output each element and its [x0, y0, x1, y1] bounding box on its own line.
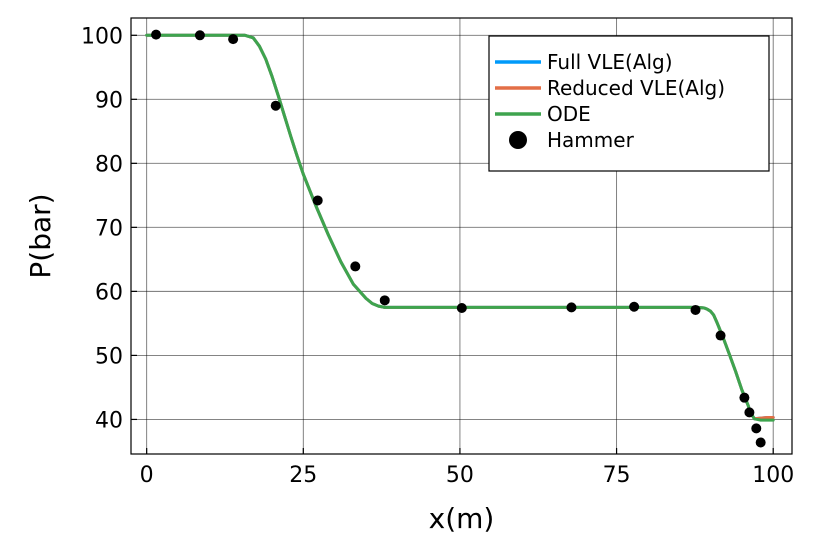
- point-hammer: [715, 330, 726, 341]
- y-axis-label: P(bar): [24, 193, 57, 278]
- point-hammer: [739, 392, 750, 403]
- y-tick-label: 50: [95, 344, 123, 369]
- point-hammer: [312, 195, 323, 206]
- curves: [145, 33, 775, 422]
- ticks: [131, 34, 774, 454]
- y-tick-label: 90: [95, 88, 123, 113]
- legend-label: Reduced VLE(Alg): [547, 76, 725, 100]
- point-hammer: [690, 304, 701, 315]
- tick-labels: 0 25 50 75 100 40 50 60 70 80 90 100: [81, 24, 794, 488]
- point-hammer: [566, 302, 577, 313]
- x-tick-label: 75: [603, 463, 631, 488]
- x-tick-label: 50: [446, 463, 474, 488]
- point-hammer: [456, 303, 467, 314]
- point-hammer: [350, 261, 361, 272]
- point-hammer: [194, 30, 205, 41]
- x-axis-label: x(m): [429, 502, 495, 535]
- point-hammer: [744, 407, 755, 418]
- x-tick-label: 100: [752, 463, 794, 488]
- legend-box: [488, 35, 770, 172]
- point-hammer: [228, 34, 239, 45]
- point-hammer: [270, 100, 281, 111]
- point-hammer: [379, 295, 390, 306]
- x-tick-label: 0: [140, 463, 154, 488]
- x-tick-label: 25: [289, 463, 317, 488]
- legend-label: Full VLE(Alg): [547, 50, 673, 74]
- y-tick-label: 60: [95, 280, 123, 305]
- data-points: [151, 29, 766, 448]
- point-hammer: [751, 423, 762, 434]
- plot-frame: [130, 17, 793, 455]
- point-hammer: [151, 29, 162, 40]
- point-hammer: [755, 437, 766, 448]
- y-tick-label: 40: [95, 408, 123, 433]
- y-tick-label: 80: [95, 152, 123, 177]
- legend-label: Hammer: [547, 128, 635, 152]
- y-tick-label: 100: [81, 24, 123, 49]
- legend-marker: [509, 131, 527, 149]
- point-hammer: [629, 301, 640, 312]
- series-line-ode: [145, 33, 775, 422]
- legend-label: ODE: [547, 102, 591, 126]
- y-tick-label: 70: [95, 216, 123, 241]
